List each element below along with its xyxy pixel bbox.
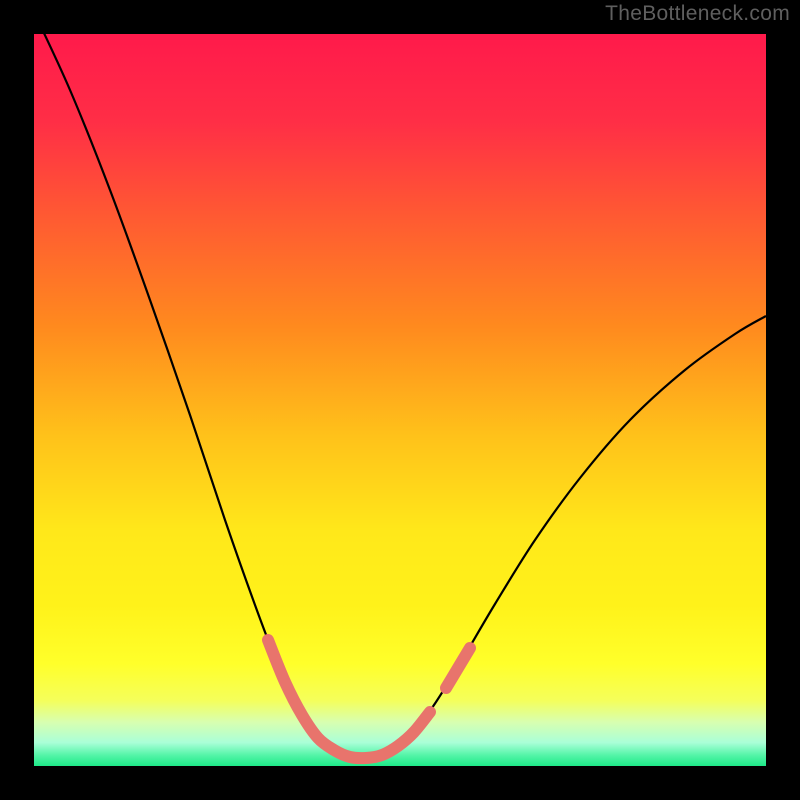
bottleneck-chart — [0, 0, 800, 800]
plot-background — [34, 34, 766, 766]
watermark-text: TheBottleneck.com — [605, 2, 790, 26]
